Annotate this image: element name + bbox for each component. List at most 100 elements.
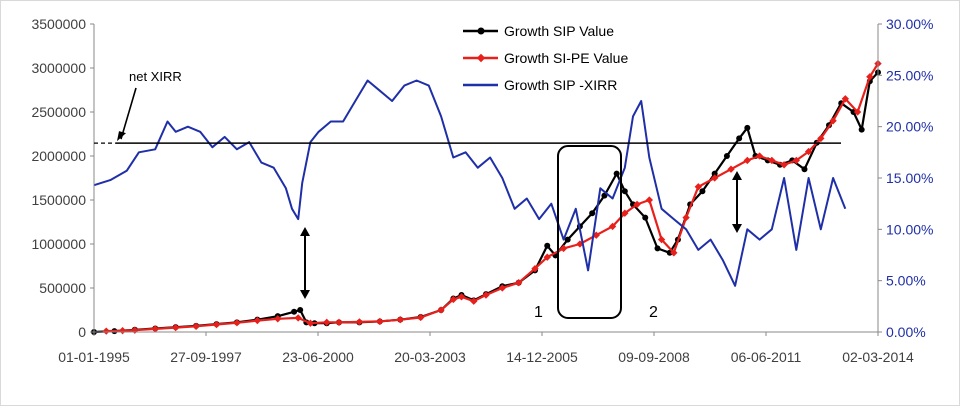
data-point-growth-si-pe-value <box>710 174 719 182</box>
data-point-growth-sip-value <box>654 245 661 252</box>
data-point-growth-si-pe-value <box>543 253 551 261</box>
y-right-tick-label: 0.00% <box>886 324 926 340</box>
data-point-growth-si-pe-value <box>514 279 523 287</box>
data-point-growth-si-pe-value <box>131 326 139 334</box>
plot-series <box>91 59 882 335</box>
y-left-tick-label: 500000 <box>39 280 86 296</box>
data-point-growth-si-pe-value <box>233 319 241 327</box>
y-left-tick-label: 3500000 <box>31 16 86 32</box>
data-point-growth-si-pe-value <box>829 117 837 125</box>
data-point-growth-sip-value <box>711 170 718 177</box>
legend-label-growth-sip-value: Growth SIP Value <box>504 23 614 39</box>
x-tick-label: 06-06-2011 <box>731 349 802 365</box>
data-point-growth-si-pe-value <box>780 161 788 169</box>
series-line-growth-si-pe-value <box>106 63 879 333</box>
data-point-growth-si-pe-value <box>355 318 364 326</box>
data-point-growth-si-pe-value <box>335 318 343 326</box>
data-point-growth-si-pe-value <box>457 293 466 301</box>
data-point-growth-sip-value <box>723 153 730 159</box>
x-tick-label: 09-09-2008 <box>618 349 690 365</box>
data-point-growth-si-pe-value <box>804 147 813 156</box>
y-left-tick-label: 0 <box>78 324 86 340</box>
y-left-tick-label: 3000000 <box>31 60 86 76</box>
data-point-growth-sip-value <box>564 236 571 243</box>
y-right-tick-label: 20.00% <box>886 119 933 135</box>
annotation-net-xirr: net XIRR <box>129 69 182 84</box>
data-point-growth-sip-value <box>736 135 743 142</box>
data-point-growth-si-pe-value <box>437 306 445 314</box>
annotation-net-xirr-arrow <box>120 87 137 140</box>
y-left-tick-label: 1000000 <box>31 236 86 252</box>
data-point-growth-sip-value <box>297 307 304 313</box>
data-point-growth-si-pe-value <box>376 317 384 326</box>
y-left-axis: 0 500000 1000000 1500000 2000000 2500000 30000… <box>31 16 95 340</box>
data-point-growth-si-pe-value <box>682 213 690 222</box>
data-point-growth-si-pe-value <box>323 318 331 326</box>
data-point-growth-si-pe-value <box>482 291 490 299</box>
y-right-tick-label: 5.00% <box>886 273 926 289</box>
y-left-tick-label: 2500000 <box>31 104 86 120</box>
data-point-growth-sip-value <box>613 170 620 177</box>
x-tick-label: 23-06-2000 <box>282 349 354 365</box>
x-tick-label: 14-12-2005 <box>506 349 578 365</box>
overlay: net XIRR 1 2 <box>94 69 841 321</box>
data-point-growth-sip-value <box>642 214 649 221</box>
data-point-growth-si-pe-value <box>102 327 110 335</box>
x-axis: 01-01-1995 27-09-1997 23-06-2000 20-03-2003… <box>58 331 914 365</box>
data-point-growth-sip-value <box>858 126 865 133</box>
annotation-arrow-2000-head-top <box>300 227 310 236</box>
data-point-growth-sip-value <box>699 188 706 195</box>
data-point-growth-si-pe-value <box>531 264 539 273</box>
annotation-net-xirr-arrowhead <box>117 131 126 142</box>
data-point-growth-sip-value <box>291 308 298 315</box>
data-point-growth-sip-value <box>744 124 751 131</box>
y-right-tick-label: 15.00% <box>886 170 933 186</box>
y-right-axis: 0.00% 5.00% 10.00% 15.00% 20.00% 25.00% 30.00% <box>877 16 933 340</box>
data-point-growth-si-pe-value <box>416 313 425 322</box>
data-point-growth-si-pe-value <box>657 235 666 244</box>
series-line-growth-sip-xirr <box>93 79 847 287</box>
data-point-growth-si-pe-value <box>118 327 127 335</box>
data-point-growth-si-pe-value <box>171 323 180 332</box>
legend-marker-growth-sip-value <box>477 27 485 35</box>
data-point-growth-si-pe-value <box>498 284 507 292</box>
highlight-box <box>557 145 622 319</box>
data-point-growth-si-pe-value <box>192 322 200 330</box>
annotation-arrow-2000-head-bottom <box>300 290 310 299</box>
x-tick-label: 02-03-2014 <box>842 349 914 365</box>
data-point-growth-si-pe-value <box>670 249 678 257</box>
y-right-tick-label: 25.00% <box>886 67 933 83</box>
data-point-growth-si-pe-value <box>306 319 315 327</box>
data-point-growth-si-pe-value <box>274 315 282 323</box>
annotation-label-2: 2 <box>649 304 658 321</box>
data-point-growth-si-pe-value <box>470 297 478 305</box>
x-tick-label: 01-01-1995 <box>58 349 130 365</box>
data-point-growth-si-pe-value <box>645 196 654 204</box>
annotation-label-1: 1 <box>534 304 543 321</box>
y-left-tick-label: 1500000 <box>31 192 86 208</box>
y-right-tick-label: 30.00% <box>886 16 933 32</box>
legend-marker-growth-si-pe-value <box>476 53 486 63</box>
legend: Growth SIP Value Growth SI-PE Value Growth… <box>463 23 628 93</box>
legend-label-growth-si-pe-value: Growth SI-PE Value <box>504 50 628 66</box>
data-point-growth-si-pe-value <box>294 314 302 322</box>
data-point-growth-sip-value <box>621 188 628 195</box>
data-point-growth-si-pe-value <box>151 325 159 333</box>
legend-label-growth-sip-xirr: Growth SIP -XIRR <box>504 77 617 93</box>
data-point-growth-sip-value <box>544 242 551 249</box>
x-tick-label: 27-09-1997 <box>170 349 242 365</box>
annotation-arrow-2011-head-bottom <box>732 224 742 233</box>
data-point-growth-si-pe-value <box>253 316 262 325</box>
x-tick-label: 20-03-2003 <box>394 349 466 365</box>
data-point-growth-si-pe-value <box>866 73 874 81</box>
data-point-growth-si-pe-value <box>841 95 850 103</box>
data-point-growth-sip-value <box>589 210 596 217</box>
data-point-growth-si-pe-value <box>396 316 404 324</box>
data-point-growth-si-pe-value <box>755 152 764 160</box>
data-point-growth-sip-value <box>801 166 808 173</box>
y-left-tick-label: 2000000 <box>31 148 86 164</box>
y-right-tick-label: 10.00% <box>886 221 933 237</box>
data-point-growth-si-pe-value <box>212 320 221 329</box>
